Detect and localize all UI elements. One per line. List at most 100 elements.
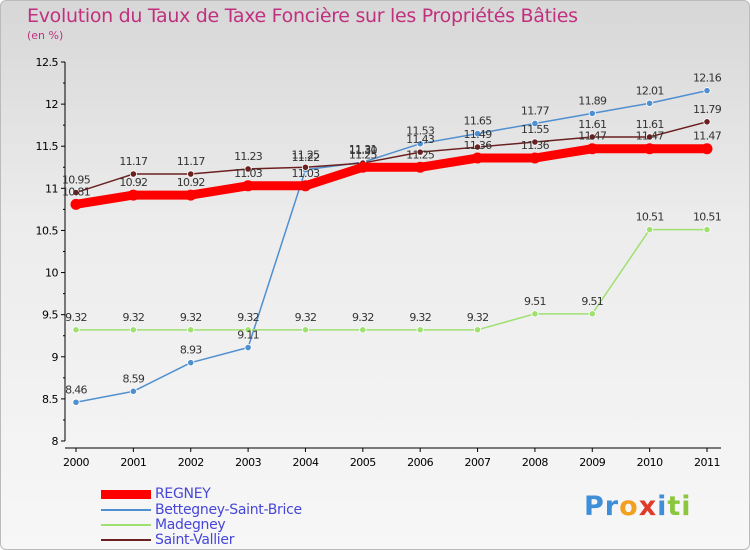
data-point-madegney — [244, 326, 252, 334]
legend-swatch-madegney — [101, 524, 151, 526]
data-point-madegney — [416, 326, 424, 334]
data-label-regney: 11.03 — [291, 167, 320, 180]
data-label-madegney: 9.32 — [180, 311, 202, 324]
data-label-bettegney-saint-brice: 11.77 — [521, 104, 550, 117]
data-label-regney: 11.03 — [234, 167, 263, 180]
data-label-madegney: 9.32 — [65, 311, 87, 324]
y-unit-label: (en %) — [27, 29, 64, 42]
data-label-bettegney-saint-brice: 8.46 — [65, 383, 87, 396]
y-tick-label: 10 — [45, 267, 58, 280]
data-label-bettegney-saint-brice: 11.53 — [406, 125, 435, 138]
x-tick-label: 2011 — [694, 456, 720, 469]
data-label-madegney: 9.32 — [237, 311, 259, 324]
data-point-saint-vallier — [187, 170, 195, 178]
data-point-saint-vallier — [72, 188, 80, 197]
y-tick-label: 12.5 — [36, 56, 59, 69]
data-label-bettegney-saint-brice: 11.22 — [291, 151, 319, 164]
data-label-bettegney-saint-brice: 11.89 — [578, 94, 607, 107]
y-tick-label: 11.5 — [36, 140, 59, 153]
data-label-regney: 11.25 — [406, 148, 435, 161]
data-point-regney — [357, 161, 369, 173]
x-tick-label: 2010 — [637, 456, 663, 469]
data-point-regney — [529, 152, 541, 164]
data-label-regney: 11.36 — [464, 139, 493, 152]
data-point-madegney — [129, 326, 137, 334]
chart-title: Evolution du Taux de Taxe Foncière sur l… — [27, 5, 578, 27]
y-tick-label: 9.5 — [42, 309, 58, 322]
data-label-regney: 11.47 — [636, 130, 665, 143]
data-label-madegney: 9.32 — [295, 311, 317, 324]
series-layer — [70, 87, 713, 406]
legend-label-bettegney: Bettegney-Saint-Brice — [155, 502, 302, 518]
data-point-saint-vallier — [301, 163, 310, 171]
data-point-regney — [185, 189, 197, 201]
data-point-madegney — [703, 226, 711, 234]
legend-label-regney: REGNEY — [155, 486, 211, 502]
data-label-saint-vallier: 11.55 — [521, 123, 550, 136]
y-tick-label: 12 — [45, 98, 58, 111]
data-point-madegney — [301, 326, 310, 334]
data-label-madegney: 9.32 — [409, 311, 431, 324]
data-point-saint-vallier — [244, 165, 252, 173]
data-label-bettegney-saint-brice: 11.31 — [349, 143, 377, 156]
data-point-bettegney-saint-brice — [72, 398, 80, 406]
data-point-bettegney-saint-brice — [187, 359, 195, 367]
data-point-saint-vallier — [473, 143, 482, 151]
data-point-saint-vallier — [531, 138, 539, 146]
y-tick-label: 10.5 — [36, 224, 59, 237]
data-label-bettegney-saint-brice: 8.93 — [180, 344, 202, 357]
data-point-saint-vallier — [588, 133, 596, 141]
data-point-bettegney-saint-brice — [129, 387, 137, 395]
data-label-madegney: 9.32 — [123, 311, 145, 324]
data-point-bettegney-saint-brice — [531, 119, 539, 128]
x-tick-label: 2003 — [235, 456, 261, 469]
data-point-regney — [644, 143, 656, 155]
data-point-bettegney-saint-brice — [416, 140, 424, 148]
data-point-saint-vallier — [129, 170, 137, 178]
data-point-saint-vallier — [416, 148, 424, 156]
series-line-saint-vallier — [75, 121, 708, 194]
data-label-regney: 10.81 — [62, 185, 90, 198]
data-point-madegney — [531, 310, 539, 318]
data-label-saint-vallier: 11.17 — [119, 155, 148, 168]
data-point-madegney — [187, 326, 195, 334]
data-label-saint-vallier: 11.61 — [578, 118, 606, 131]
data-label-madegney: 9.32 — [352, 311, 374, 324]
x-tick-label: 2005 — [350, 456, 376, 469]
data-point-regney — [242, 180, 254, 192]
y-tick-label: 8.5 — [42, 393, 58, 406]
data-point-madegney — [588, 310, 596, 318]
data-point-bettegney-saint-brice — [244, 343, 252, 352]
data-label-bettegney-saint-brice: 11.65 — [464, 115, 493, 128]
data-label-bettegney-saint-brice: 12.16 — [693, 72, 722, 85]
data-label-bettegney-saint-brice: 9.11 — [237, 329, 259, 342]
data-label-madegney: 9.51 — [581, 295, 603, 308]
data-label-saint-vallier: 11.79 — [693, 103, 722, 116]
legend-swatch-bettegney — [101, 509, 151, 511]
data-point-madegney — [359, 326, 367, 334]
data-point-saint-vallier — [646, 133, 654, 141]
data-label-saint-vallier: 11.17 — [177, 155, 206, 168]
data-label-regney: 11.47 — [578, 130, 607, 143]
data-label-saint-vallier: 11.49 — [464, 128, 493, 141]
data-label-regney: 10.92 — [119, 176, 147, 189]
data-point-regney — [472, 152, 484, 164]
data-label-bettegney-saint-brice: 8.59 — [123, 372, 145, 385]
data-point-regney — [586, 143, 598, 155]
data-point-madegney — [473, 326, 482, 334]
data-point-bettegney-saint-brice — [473, 129, 482, 138]
x-tick-label: 2007 — [465, 456, 491, 469]
data-label-saint-vallier: 11.23 — [234, 150, 263, 163]
data-label-madegney: 10.51 — [636, 211, 664, 224]
y-tick-label: 8 — [52, 435, 59, 448]
data-point-regney — [701, 143, 713, 155]
data-label-regney: 10.92 — [177, 176, 205, 189]
data-point-regney — [127, 189, 139, 201]
x-tick-label: 2006 — [407, 456, 433, 469]
x-tick-label: 2000 — [63, 456, 89, 469]
data-point-saint-vallier — [703, 118, 711, 126]
data-point-madegney — [646, 226, 654, 234]
legend-swatch-regney — [101, 490, 151, 499]
